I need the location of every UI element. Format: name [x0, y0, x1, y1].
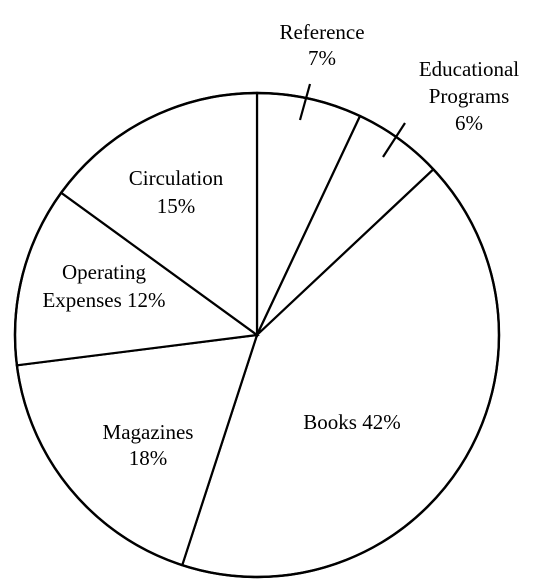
slice-label-magazines: Magazines 18%	[103, 420, 194, 470]
slice-label-circulation: Circulation 15%	[129, 166, 224, 218]
slice-label-line: 18%	[129, 446, 168, 470]
pie-outline	[13, 91, 501, 579]
leader-line-educational-programs	[382, 122, 406, 158]
slice-label-books: Books 42%	[303, 410, 400, 434]
slice-label-line: Books 42%	[303, 410, 400, 434]
slice-label-line: Programs	[429, 84, 510, 108]
slice-label-line: Circulation	[129, 166, 224, 190]
slice-labels: Reference 7% Educational Programs 6% Books 42…	[42, 20, 519, 470]
label-leaders	[298, 83, 406, 158]
slice-label-line: Expenses 12%	[42, 288, 165, 312]
pie-slices	[13, 91, 501, 579]
slice-label-educational-programs: Educational Programs 6%	[419, 57, 519, 135]
leader-line-reference	[298, 83, 312, 121]
slice-label-line: Magazines	[103, 420, 194, 444]
slice-label-operating-expenses: Operating Expenses 12%	[42, 260, 165, 312]
slice-label-reference: Reference 7%	[279, 20, 364, 70]
slice-label-line: Reference	[279, 20, 364, 44]
slice-label-line: 6%	[455, 111, 483, 135]
slice-label-line: Operating	[62, 260, 146, 284]
slice-label-line: 7%	[308, 46, 336, 70]
slice-label-line: 15%	[157, 194, 196, 218]
slice-label-line: Educational	[419, 57, 519, 81]
